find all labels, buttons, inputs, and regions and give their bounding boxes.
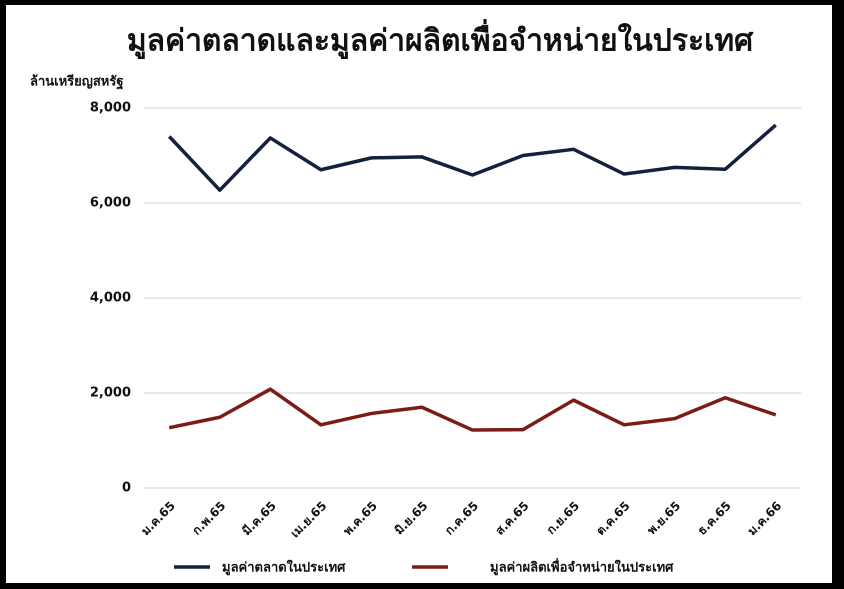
- y-tick-label: 2,000: [90, 386, 131, 401]
- line-series: [167, 123, 777, 192]
- background: [6, 5, 832, 583]
- chart-title: มูลค่าตลาดและมูลค่าผลิตเพื่อจำหน่ายในประ…: [127, 19, 754, 60]
- legend-label: มูลค่าตลาดในประเทศ: [222, 559, 346, 576]
- y-tick-label: 6,000: [90, 196, 131, 211]
- y-axis-label: ล้านเหรียญสหรัฐ: [30, 74, 124, 91]
- legend-label: มูลค่าผลิตเพื่อจำหน่ายในประเทศ: [490, 558, 674, 576]
- y-tick-label: 0: [122, 481, 131, 496]
- line-series: [168, 387, 777, 432]
- y-tick-label: 8,000: [90, 101, 131, 116]
- y-tick-label: 4,000: [90, 291, 131, 306]
